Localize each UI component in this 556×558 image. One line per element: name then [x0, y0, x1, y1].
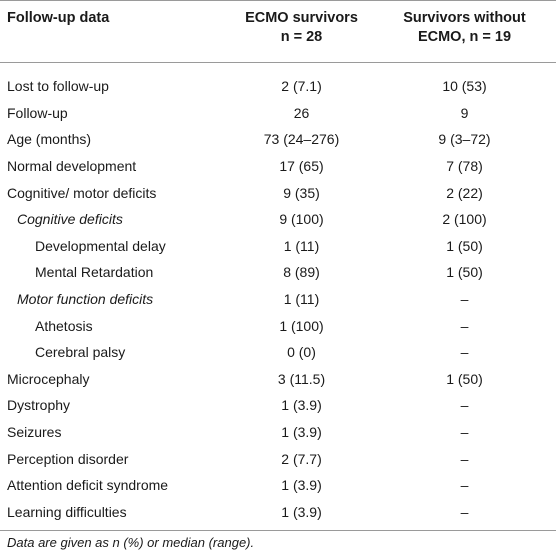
cell-ecmo: 73 (24–276): [263, 131, 340, 148]
cell-ecmo: 26: [293, 104, 310, 121]
table-row: Learning difficulties 1 (3.9) –: [0, 499, 556, 530]
header-ecmo-survivors: ECMO survivors n = 28: [230, 1, 373, 63]
follow-up-table: Follow-up data ECMO survivors n = 28 Sur…: [0, 0, 556, 530]
table-row: Cerebral palsy 0 (0) –: [0, 339, 556, 366]
cell-no-ecmo: –: [460, 291, 469, 308]
row-label: Attention deficit syndrome: [7, 477, 169, 494]
header-noecmo-line2: ECMO, n = 19: [417, 29, 512, 45]
cell-no-ecmo: 2 (22): [446, 184, 483, 201]
row-label: Cognitive/ motor deficits: [7, 184, 157, 201]
row-label: Seizures: [7, 424, 62, 441]
cell-no-ecmo: –: [460, 317, 469, 334]
table-row: Developmental delay 1 (11) 1 (50): [0, 233, 556, 260]
cell-ecmo: 8 (89): [283, 264, 320, 281]
header-noecmo-line1: Survivors without: [403, 10, 526, 26]
cell-no-ecmo: 2 (100): [442, 211, 487, 228]
table-row: Motor function deficits 1 (11) –: [0, 286, 556, 313]
cell-ecmo: 9 (100): [279, 211, 324, 228]
header-survivors-without-ecmo: Survivors without ECMO, n = 19: [373, 1, 556, 63]
cell-ecmo: 17 (65): [279, 158, 324, 175]
header-follow-up-data: Follow-up data: [7, 10, 110, 26]
row-label: Developmental delay: [35, 237, 166, 254]
row-label: Mental Retardation: [35, 264, 154, 281]
cell-no-ecmo: 7 (78): [446, 158, 483, 175]
cell-no-ecmo: –: [460, 397, 469, 414]
header-ecmo-line1: ECMO survivors: [245, 10, 358, 26]
cell-no-ecmo: 1 (50): [446, 237, 483, 254]
row-label: Cerebral palsy: [35, 344, 126, 361]
cell-ecmo: 3 (11.5): [277, 370, 326, 387]
table-row: Normal development 17 (65) 7 (78): [0, 153, 556, 180]
cell-no-ecmo: 10 (53): [442, 78, 487, 95]
table-row: Dystrophy 1 (3.9) –: [0, 392, 556, 419]
cell-ecmo: 1 (11): [283, 237, 320, 254]
cell-ecmo: 9 (35): [283, 184, 320, 201]
cell-no-ecmo: 9: [460, 104, 469, 121]
cell-ecmo: 1 (3.9): [281, 424, 322, 441]
cell-no-ecmo: –: [460, 503, 469, 520]
table-row: Lost to follow-up 2 (7.1) 10 (53): [0, 63, 556, 100]
cell-no-ecmo: –: [460, 450, 469, 467]
cell-ecmo: 1 (3.9): [281, 503, 322, 520]
row-label: Normal development: [7, 158, 137, 175]
table-row: Athetosis 1 (100) –: [0, 312, 556, 339]
row-label: Lost to follow-up: [7, 78, 109, 95]
cell-ecmo: 1 (3.9): [281, 477, 322, 494]
cell-no-ecmo: –: [460, 344, 469, 361]
row-label: Motor function deficits: [17, 291, 154, 308]
cell-ecmo: 1 (11): [283, 291, 320, 308]
row-label: Perception disorder: [7, 450, 129, 467]
row-label: Follow-up: [7, 104, 68, 121]
table-row: Mental Retardation 8 (89) 1 (50): [0, 259, 556, 286]
table-row: Follow-up 26 9: [0, 100, 556, 127]
table-row: Attention deficit syndrome 1 (3.9) –: [0, 472, 556, 499]
cell-ecmo: 0 (0): [287, 344, 316, 361]
cell-ecmo: 2 (7.7): [281, 450, 322, 467]
cell-no-ecmo: –: [460, 424, 469, 441]
table-row: Seizures 1 (3.9) –: [0, 419, 556, 446]
cell-no-ecmo: 9 (3–72): [438, 131, 491, 148]
row-label: Learning difficulties: [7, 503, 127, 520]
table-row: Microcephaly 3 (11.5) 1 (50): [0, 366, 556, 393]
header-ecmo-line2: n = 28: [280, 29, 323, 45]
table-footnote: Data are given as n (%) or median (range…: [7, 535, 255, 550]
cell-ecmo: 2 (7.1): [281, 78, 322, 95]
table-row: Cognitive deficits 9 (100) 2 (100): [0, 206, 556, 233]
row-label: Athetosis: [35, 317, 93, 334]
table-row: Perception disorder 2 (7.7) –: [0, 445, 556, 472]
cell-no-ecmo: 1 (50): [446, 264, 483, 281]
cell-no-ecmo: –: [460, 477, 469, 494]
row-label: Dystrophy: [7, 397, 71, 414]
table-header-row: Follow-up data ECMO survivors n = 28 Sur…: [0, 0, 556, 63]
row-label: Age (months): [7, 131, 92, 148]
cell-ecmo: 1 (3.9): [281, 397, 322, 414]
row-label: Cognitive deficits: [17, 211, 123, 228]
cell-ecmo: 1 (100): [279, 317, 324, 334]
table-row: Cognitive/ motor deficits 9 (35) 2 (22): [0, 179, 556, 206]
row-label: Microcephaly: [7, 370, 90, 387]
cell-no-ecmo: 1 (50): [446, 370, 483, 387]
table-row: Age (months) 73 (24–276) 9 (3–72): [0, 126, 556, 153]
